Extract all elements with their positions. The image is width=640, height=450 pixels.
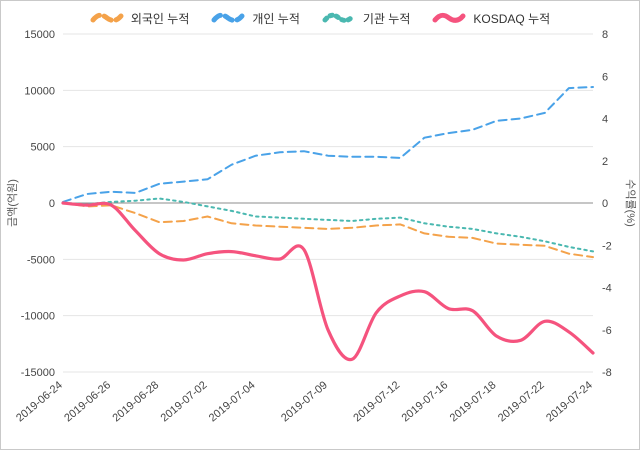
x-tick-label: 2019-06-24 bbox=[14, 379, 65, 424]
y-tick-label-right: 4 bbox=[602, 114, 608, 126]
y-tick-label-left: -5000 bbox=[27, 254, 55, 266]
legend-swatch-icon bbox=[322, 12, 356, 23]
y-tick-label-right: -4 bbox=[602, 283, 612, 295]
x-tick-label: 2019-07-24 bbox=[544, 379, 595, 424]
y-tick-label-left: 5000 bbox=[31, 142, 55, 154]
legend-label: 외국인 누적 bbox=[130, 11, 190, 26]
series-line-2 bbox=[62, 197, 594, 253]
y-tick-label-right: 0 bbox=[602, 198, 608, 210]
x-tick-label: 2019-06-26 bbox=[62, 379, 113, 424]
series-line-3 bbox=[61, 201, 595, 362]
x-tick-label: 2019-06-28 bbox=[110, 379, 161, 424]
y-tick-label-left: -15000 bbox=[21, 367, 55, 379]
y-tick-label-left: 15000 bbox=[24, 29, 55, 41]
legend-label: 개인 누적 bbox=[252, 11, 300, 26]
series-line-0 bbox=[62, 202, 594, 259]
y-tick-label-right: -6 bbox=[602, 325, 612, 337]
x-tick-label: 2019-07-02 bbox=[159, 379, 210, 424]
legend-label: KOSDAQ 누적 bbox=[473, 11, 551, 26]
x-tick-label: 2019-07-12 bbox=[351, 379, 402, 424]
legend-swatch-icon bbox=[90, 12, 124, 23]
x-tick-label: 2019-07-16 bbox=[400, 379, 451, 424]
x-tick-label: 2019-07-22 bbox=[496, 379, 547, 424]
legend-item-3: KOSDAQ 누적 bbox=[432, 10, 550, 27]
y-tick-label-right: -2 bbox=[602, 240, 612, 252]
legend-swatch-icon bbox=[211, 12, 245, 23]
y-tick-label-right: -8 bbox=[602, 367, 612, 379]
y-tick-label-left: -10000 bbox=[21, 311, 55, 323]
legend-swatch-icon bbox=[432, 12, 466, 23]
y-axis-label-left: 금액(억원) bbox=[6, 179, 19, 227]
x-tick-label: 2019-07-09 bbox=[279, 379, 330, 424]
series-line-1 bbox=[62, 86, 594, 203]
chart-legend: 외국인 누적 개인 누적 기관 누적 KOSDAQ 누적 bbox=[1, 7, 639, 29]
x-tick-label: 2019-07-04 bbox=[207, 379, 258, 424]
legend-label: 기관 누적 bbox=[362, 11, 411, 26]
y-tick-label-left: 10000 bbox=[24, 85, 55, 97]
y-tick-label-right: 2 bbox=[602, 156, 608, 168]
legend-item-0: 외국인 누적 bbox=[90, 10, 190, 27]
legend-item-1: 개인 누적 bbox=[211, 10, 300, 27]
y-tick-label-right: 6 bbox=[602, 71, 608, 83]
y-axis-label-right: 수익률(%) bbox=[624, 179, 637, 226]
legend-item-2: 기관 누적 bbox=[322, 10, 411, 27]
y-tick-label-left: 0 bbox=[49, 198, 55, 210]
x-tick-label: 2019-07-18 bbox=[448, 379, 499, 424]
y-tick-label-right: 8 bbox=[602, 29, 608, 41]
